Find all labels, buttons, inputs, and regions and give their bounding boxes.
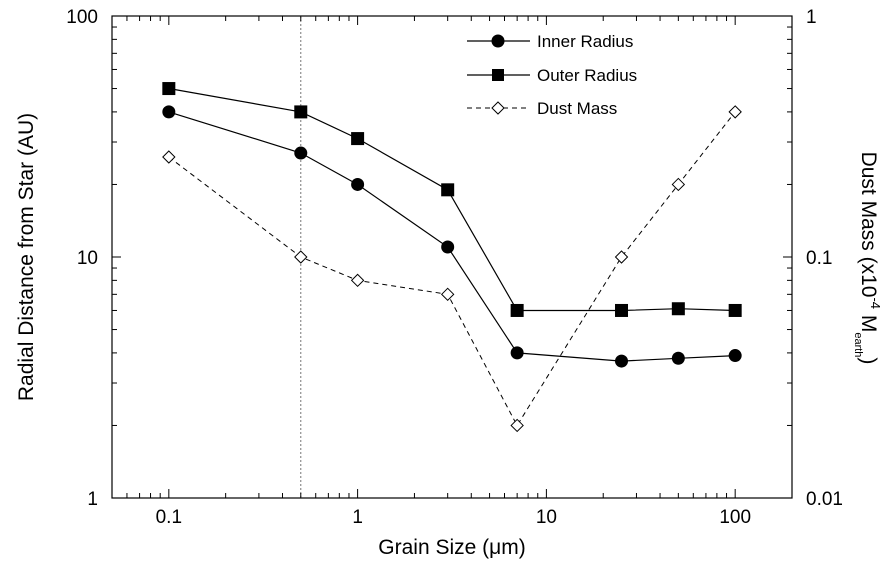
legend-marker-dust-mass — [491, 101, 505, 115]
legend-item-inner-radius: Inner Radius — [467, 32, 633, 51]
plot-frame — [111, 15, 793, 499]
data-point-inner-radius — [441, 240, 455, 254]
legend-label-dust-mass: Dust Mass — [537, 99, 617, 118]
data-point-inner-radius — [728, 349, 742, 363]
data-point-dust-mass — [440, 287, 455, 302]
x-tick-label: 0.1 — [156, 507, 182, 528]
x-tick-label: 1 — [352, 507, 363, 528]
legend-marker-outer-radius — [492, 69, 504, 81]
x-tick-label: 100 — [719, 507, 751, 528]
data-point-outer-radius — [351, 132, 365, 146]
data-point-dust-mass — [671, 177, 686, 192]
y-right-label-mid: M — [857, 309, 880, 332]
data-point-dust-mass — [294, 250, 308, 264]
legend-item-dust-mass: Dust Mass — [467, 99, 617, 118]
y-right-label-prefix: Dust Mass (x10 — [857, 152, 880, 298]
data-point-outer-radius — [728, 303, 742, 317]
data-point-dust-mass — [162, 150, 176, 164]
data-point-dust-mass — [510, 418, 524, 433]
data-point-outer-radius — [615, 303, 629, 317]
legend: Inner Radius Outer Radius Dust Mass — [467, 32, 637, 118]
legend-item-outer-radius: Outer Radius — [467, 66, 637, 85]
series-layer — [162, 82, 742, 433]
series-dust-mass — [162, 105, 742, 433]
data-point-outer-radius — [671, 302, 685, 316]
series-line-inner-radius — [168, 111, 736, 362]
y-right-tick-label: 0.01 — [806, 489, 843, 510]
legend-label-outer-radius: Outer Radius — [537, 66, 637, 85]
y-right-tick-label: 0.1 — [806, 248, 832, 269]
data-point-dust-mass — [728, 105, 742, 119]
data-point-inner-radius — [510, 346, 524, 360]
data-point-dust-mass — [614, 250, 629, 264]
data-point-outer-radius — [441, 183, 455, 197]
legend-marker-inner-radius — [491, 34, 505, 48]
y-right-label-exponent: -4 — [868, 297, 883, 309]
x-axis-label: Grain Size (μm) — [378, 536, 525, 559]
series-outer-radius — [162, 82, 742, 317]
y-left-tick-label: 10 — [77, 248, 98, 269]
series-line-outer-radius — [168, 87, 736, 312]
data-point-dust-mass — [350, 273, 365, 288]
data-point-inner-radius — [671, 351, 685, 365]
data-point-outer-radius — [510, 303, 524, 317]
data-point-outer-radius — [294, 105, 308, 119]
y-right-tick-label: 1 — [806, 7, 817, 28]
data-point-inner-radius — [294, 146, 308, 160]
y-left-tick-label: 100 — [66, 7, 98, 28]
data-point-inner-radius — [351, 177, 365, 191]
y-right-label-subscript: earth — [852, 332, 864, 357]
y-left-tick-label: 1 — [87, 489, 98, 510]
x-tick-label: 10 — [536, 507, 557, 528]
y-right-label-suffix: ) — [857, 357, 880, 364]
data-point-inner-radius — [615, 354, 629, 368]
y-left-axis-label: Radial Distance from Star (AU) — [15, 113, 38, 401]
series-line-dust-mass — [168, 111, 736, 427]
data-point-outer-radius — [162, 82, 176, 96]
data-point-inner-radius — [162, 105, 176, 119]
series-inner-radius — [162, 105, 742, 368]
ticks-layer: 0.1 1 10 100 1 10 100 0.01 0.1 1 — [66, 7, 843, 528]
y-right-axis-label: Dust Mass (x10-4 Mearth) — [852, 152, 883, 365]
legend-label-inner-radius: Inner Radius — [537, 32, 633, 51]
